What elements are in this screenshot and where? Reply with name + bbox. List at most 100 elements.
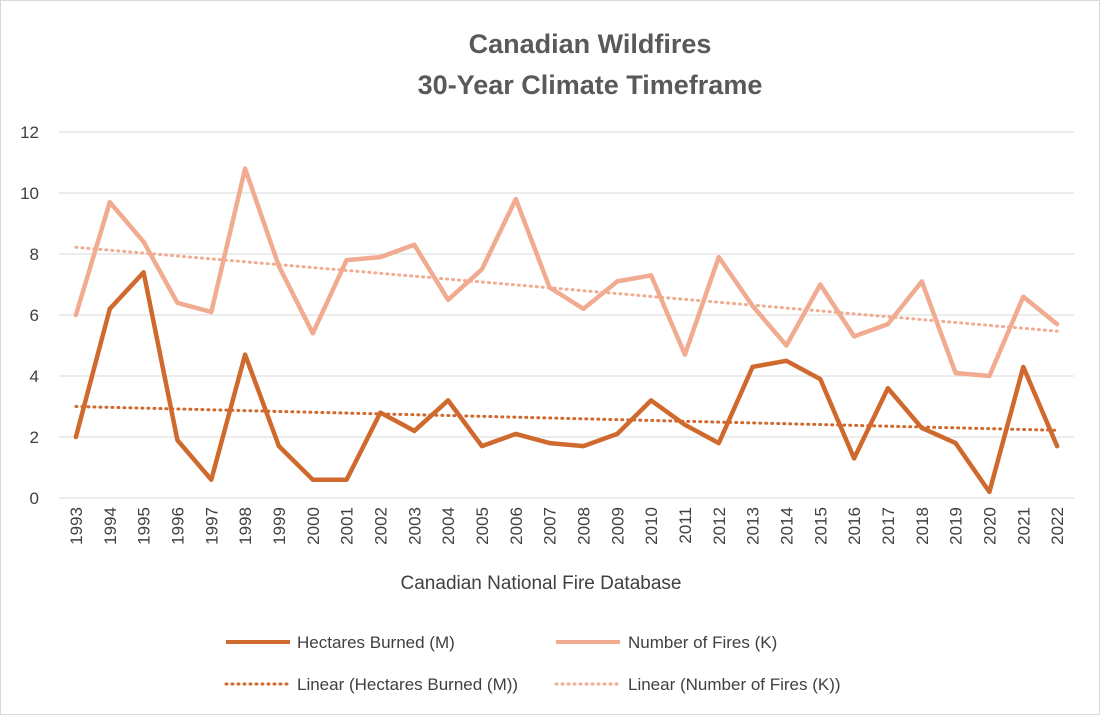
data-point-hectares-burned-m-2008: [581, 444, 586, 449]
x-tick-label: 2007: [541, 507, 560, 545]
series-line-hectares-burned-m: [73, 270, 1060, 495]
y-axis-ticks: 0 2 4 6 8 10 12: [20, 123, 39, 508]
data-point-hectares-burned-m-2021: [1021, 364, 1026, 369]
data-point-hectares-burned-m-2018: [919, 425, 924, 430]
data-point-number-of-fires-k-2018: [919, 279, 924, 284]
x-tick-label: 2000: [304, 507, 323, 545]
legend: Hectares Burned (M) Number of Fires (K) …: [224, 633, 841, 694]
data-point-hectares-burned-m-1999: [276, 444, 281, 449]
chart-title-line-2: 30-Year Climate Timeframe: [418, 70, 763, 100]
data-point-number-of-fires-k-2020: [987, 374, 992, 378]
data-point-hectares-burned-m-2016: [852, 456, 857, 461]
data-point-hectares-burned-m-2022: [1055, 444, 1060, 449]
data-point-hectares-burned-m-1994: [107, 306, 112, 311]
series-line-number-of-fires-k: [73, 166, 1060, 379]
y-tick-label: 8: [30, 245, 39, 264]
y-tick-label: 4: [30, 367, 39, 386]
x-axis-label: Canadian National Fire Database: [401, 573, 682, 594]
data-point-number-of-fires-k-2014: [784, 343, 789, 348]
gridlines: [59, 131, 1074, 499]
y-tick-label: 2: [30, 428, 39, 447]
data-point-hectares-burned-m-2006: [513, 431, 518, 436]
x-tick-label: 1999: [270, 507, 289, 545]
data-point-hectares-burned-m-2003: [412, 428, 417, 433]
legend-label-hectares-burned: Hectares Burned (M): [297, 633, 455, 652]
x-tick-label: 2014: [777, 507, 796, 545]
data-point-number-of-fires-k-2001: [344, 258, 349, 263]
data-point-hectares-burned-m-2013: [750, 364, 755, 369]
data-point-hectares-burned-m-2011: [682, 422, 687, 427]
x-tick-label: 2010: [642, 507, 661, 545]
data-point-number-of-fires-k-2002: [378, 255, 383, 260]
data-point-number-of-fires-k-1995: [141, 239, 146, 244]
data-point-hectares-burned-m-2007: [547, 441, 552, 446]
x-tick-label: 2011: [676, 507, 695, 544]
x-tick-label: 2006: [507, 507, 526, 545]
data-point-hectares-burned-m-2019: [953, 441, 958, 446]
data-point-number-of-fires-k-1997: [209, 309, 214, 314]
x-tick-label: 1993: [67, 507, 86, 545]
legend-label-number-of-fires: Number of Fires (K): [628, 633, 777, 652]
data-point-number-of-fires-k-2012: [716, 255, 721, 260]
data-point-number-of-fires-k-2007: [547, 285, 552, 290]
data-point-number-of-fires-k-1996: [175, 300, 180, 305]
data-point-hectares-burned-m-1996: [175, 438, 180, 443]
data-point-hectares-burned-m-2020: [987, 489, 992, 494]
x-tick-label: 2013: [744, 507, 763, 545]
y-tick-label: 12: [20, 123, 39, 142]
data-point-number-of-fires-k-2017: [885, 322, 890, 327]
x-tick-label: 2004: [439, 507, 458, 545]
data-point-number-of-fires-k-2015: [818, 282, 823, 287]
x-axis-ticks: 1993 1994 1995 1996 1997 1998 1999 2000 2001 2002…: [67, 507, 1067, 545]
data-point-number-of-fires-k-2010: [649, 273, 654, 278]
data-point-hectares-burned-m-2005: [479, 444, 484, 449]
x-tick-label: 2005: [473, 507, 492, 545]
data-point-hectares-burned-m-2000: [310, 477, 315, 482]
x-tick-label: 2016: [845, 507, 864, 545]
data-point-number-of-fires-k-1993: [73, 313, 78, 317]
y-tick-label: 0: [30, 489, 39, 508]
data-point-number-of-fires-k-2006: [513, 197, 518, 202]
data-point-number-of-fires-k-2019: [953, 370, 958, 375]
data-point-number-of-fires-k-2011: [682, 352, 687, 357]
data-point-hectares-burned-m-1995: [141, 270, 146, 275]
x-tick-label: 2002: [371, 507, 390, 545]
x-tick-label: 2009: [608, 507, 627, 545]
y-tick-label: 10: [20, 184, 39, 203]
x-tick-label: 2003: [405, 507, 424, 545]
data-point-hectares-burned-m-2014: [784, 358, 789, 363]
data-point-number-of-fires-k-2016: [852, 334, 857, 339]
data-point-hectares-burned-m-1998: [243, 352, 248, 357]
y-tick-label: 6: [30, 306, 39, 325]
data-point-number-of-fires-k-1999: [276, 264, 281, 269]
data-point-hectares-burned-m-2017: [885, 386, 890, 391]
x-tick-label: 2021: [1014, 507, 1033, 545]
data-point-number-of-fires-k-2008: [581, 306, 586, 311]
data-point-number-of-fires-k-2005: [479, 267, 484, 272]
data-point-hectares-burned-m-2001: [344, 477, 349, 482]
legend-label-linear-number-of-fires: Linear (Number of Fires (K)): [628, 675, 841, 694]
x-tick-label: 1994: [101, 507, 120, 545]
x-tick-label: 2020: [980, 507, 999, 545]
x-tick-label: 2008: [574, 507, 593, 545]
x-tick-label: 1998: [236, 507, 255, 545]
x-tick-label: 1995: [135, 507, 154, 545]
data-point-number-of-fires-k-1994: [107, 200, 112, 205]
trendlines: [74, 245, 1059, 432]
legend-label-linear-hectares-burned: Linear (Hectares Burned (M)): [297, 675, 518, 694]
data-point-number-of-fires-k-2004: [446, 297, 451, 302]
data-series: [73, 166, 1060, 495]
data-point-hectares-burned-m-2010: [649, 398, 654, 403]
data-point-number-of-fires-k-1998: [243, 166, 248, 171]
x-tick-label: 2019: [947, 507, 966, 545]
data-point-number-of-fires-k-2013: [750, 303, 755, 308]
data-point-number-of-fires-k-2003: [412, 242, 417, 247]
data-point-hectares-burned-m-2012: [716, 441, 721, 446]
chart-title-line-1: Canadian Wildfires: [469, 29, 712, 59]
x-tick-label: 1997: [202, 507, 221, 545]
x-tick-label: 2018: [913, 507, 932, 545]
x-tick-label: 2017: [879, 507, 898, 545]
data-point-number-of-fires-k-2009: [615, 279, 620, 284]
